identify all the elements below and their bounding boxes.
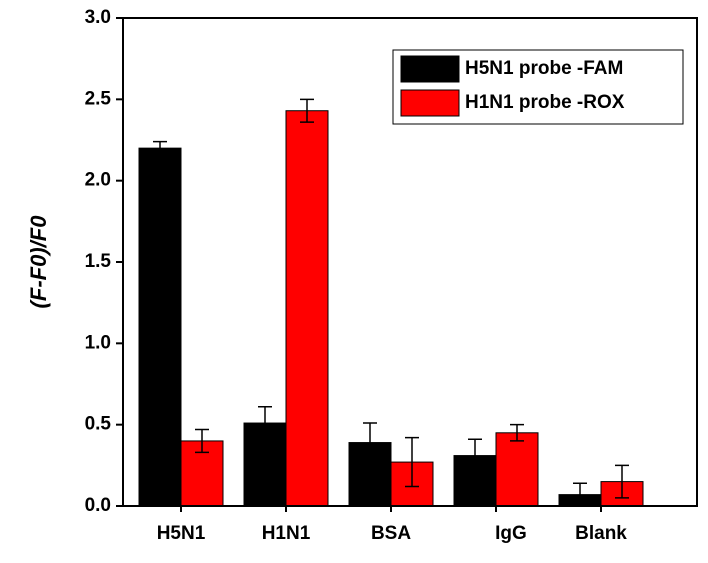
y-tick-label: 1.5 [85, 251, 112, 272]
error-bar [258, 406, 272, 441]
bar [285, 110, 329, 507]
x-tick-label: IgG [495, 523, 527, 544]
legend-swatch [400, 55, 460, 83]
error-bar [300, 98, 314, 123]
legend-swatch [400, 89, 460, 117]
legend-label: H5N1 probe -FAM [465, 58, 623, 79]
error-bar [195, 428, 209, 454]
plot-frame [122, 17, 698, 507]
x-tick-label: H1N1 [262, 523, 311, 544]
y-tick-label: 0.5 [85, 414, 112, 435]
error-bar [468, 438, 482, 473]
legend-label: H1N1 probe -ROX [465, 92, 625, 113]
x-tick-label: H5N1 [157, 523, 206, 544]
error-bar [615, 464, 629, 499]
bar [495, 432, 539, 507]
error-bar [153, 140, 167, 156]
y-axis-label: (F-F0)/F0 [26, 215, 51, 309]
y-tick-label: 0.0 [85, 495, 111, 516]
x-tick-label: BSA [371, 523, 411, 544]
error-bar [405, 436, 419, 488]
y-tick-label: 2.0 [85, 170, 111, 191]
y-tick-label: 1.0 [85, 332, 111, 353]
y-tick-label: 2.5 [85, 88, 112, 109]
error-bar [510, 423, 524, 442]
y-tick-label: 3.0 [85, 7, 111, 28]
error-bar [363, 422, 377, 463]
x-tick-label: Blank [575, 523, 627, 544]
bar [138, 147, 182, 507]
